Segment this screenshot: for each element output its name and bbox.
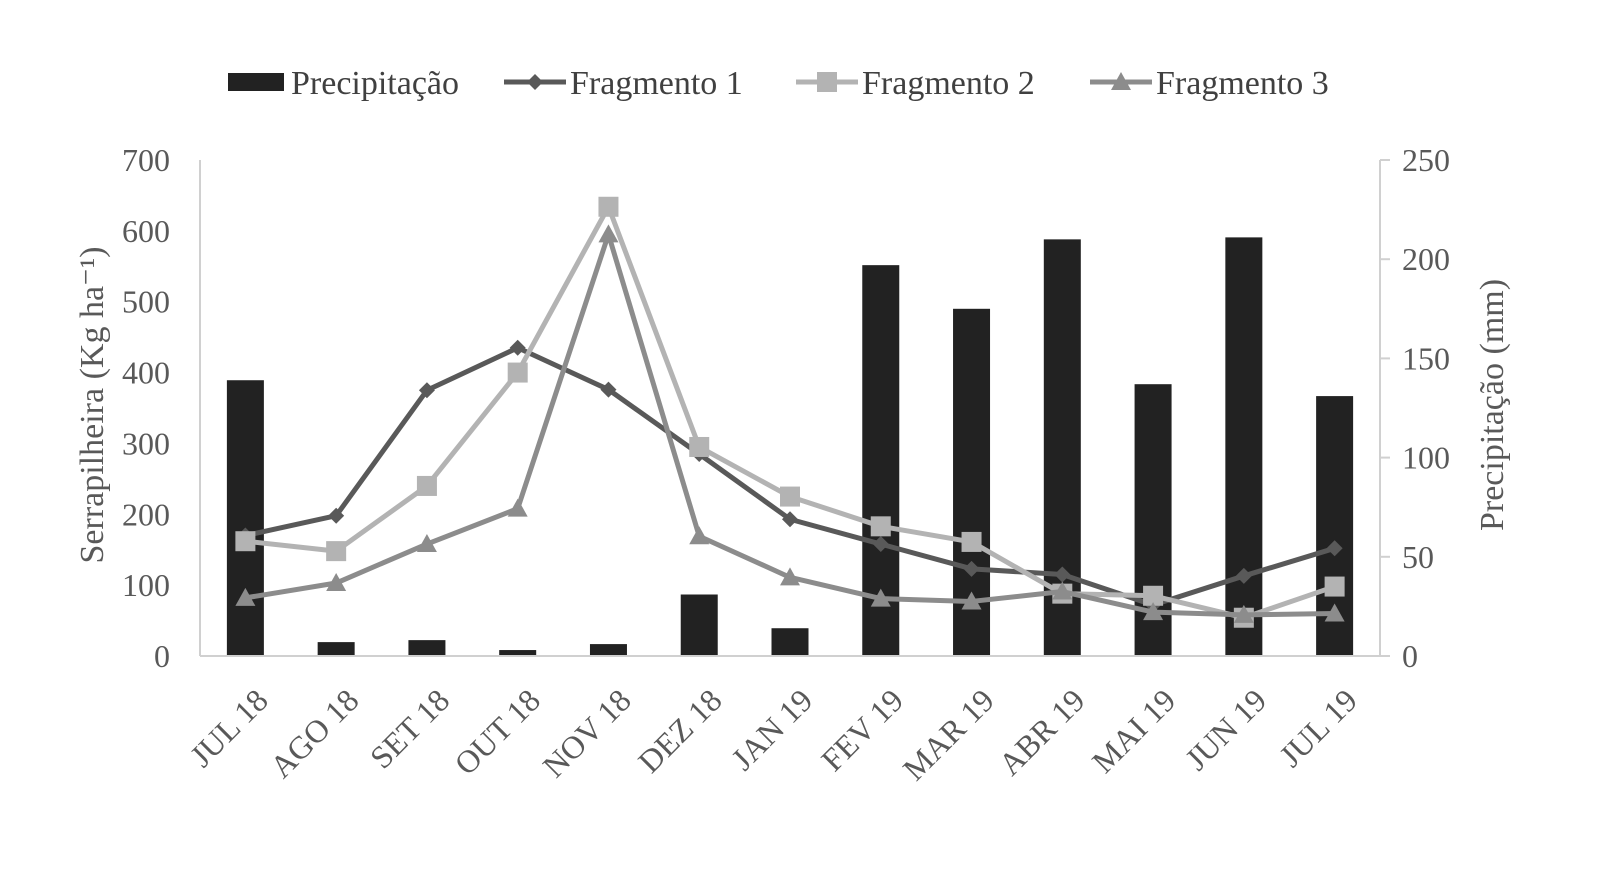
x-tick-label: MAI 19 bbox=[1085, 682, 1183, 780]
series-fragmento-2 bbox=[235, 196, 1345, 628]
bar-nov-18 bbox=[589, 644, 627, 656]
left-tick-label: 600 bbox=[122, 213, 170, 249]
diamond-marker bbox=[509, 339, 526, 356]
x-tick-label: JUN 19 bbox=[1178, 682, 1273, 777]
bar-ago-18 bbox=[317, 642, 355, 656]
triangle-marker bbox=[1324, 603, 1345, 622]
x-tick-label: JUL 18 bbox=[183, 682, 275, 774]
x-tick-label: JUL 19 bbox=[1272, 682, 1364, 774]
legend-label: Fragmento 1 bbox=[570, 65, 743, 102]
diamond-marker bbox=[600, 381, 617, 398]
legend-swatch-bar bbox=[228, 73, 284, 91]
left-axis-label: Serrapilheira (Kg ha⁻¹) bbox=[74, 246, 111, 563]
legend-item-fragmento-2: Fragmento 2 bbox=[796, 65, 1035, 102]
left-tick-label: 700 bbox=[122, 142, 170, 178]
x-tick-label: JAN 19 bbox=[724, 682, 819, 777]
triangle-marker bbox=[326, 573, 347, 592]
bar-jan-19 bbox=[771, 628, 809, 656]
left-tick-label: 0 bbox=[154, 638, 170, 674]
diamond-marker bbox=[963, 560, 980, 577]
diamond-marker bbox=[1235, 567, 1252, 584]
triangle-marker bbox=[507, 498, 528, 517]
series-lines bbox=[235, 196, 1345, 628]
bar-jul-18 bbox=[226, 380, 264, 656]
triangle-marker bbox=[870, 588, 891, 607]
diamond-marker bbox=[328, 507, 345, 524]
diamond-marker bbox=[1054, 566, 1071, 583]
axes bbox=[199, 159, 1390, 657]
square-marker bbox=[235, 531, 256, 552]
bar-out-18 bbox=[499, 650, 537, 656]
bar-dez-18 bbox=[680, 594, 718, 656]
diamond-marker bbox=[527, 74, 543, 90]
bar-jun-19 bbox=[1225, 237, 1263, 656]
square-marker bbox=[817, 72, 837, 92]
x-tick-label: NOV 18 bbox=[535, 682, 637, 784]
legend-label: Fragmento 3 bbox=[1156, 65, 1329, 102]
square-marker bbox=[780, 486, 800, 507]
diamond-marker bbox=[782, 511, 798, 528]
x-tick-label: AGO 18 bbox=[263, 682, 366, 785]
x-tick-label: DEZ 18 bbox=[631, 682, 729, 780]
left-tick-label: 300 bbox=[122, 425, 170, 461]
x-tick-label: OUT 18 bbox=[447, 682, 547, 782]
legend: Precipitação Fragmento 1 Fragmento 2 Fragme… bbox=[228, 65, 1329, 102]
bar-set-18 bbox=[408, 640, 446, 656]
square-marker bbox=[961, 531, 982, 552]
square-marker bbox=[598, 196, 619, 217]
left-tick-label: 400 bbox=[122, 355, 170, 391]
left-tick-label: 100 bbox=[122, 567, 170, 603]
legend-item-fragmento-3: Fragmento 3 bbox=[1090, 65, 1329, 102]
x-tick-label: ABR 19 bbox=[991, 682, 1091, 782]
triangle-marker bbox=[961, 591, 982, 610]
series-fragmento-3 bbox=[235, 224, 1345, 623]
square-marker bbox=[1324, 576, 1345, 597]
left-tick-label: 500 bbox=[122, 284, 170, 320]
square-marker bbox=[326, 541, 347, 562]
right-axis-label: Precipitação (mm) bbox=[1474, 279, 1511, 531]
legend-label: Precipitação bbox=[291, 65, 459, 102]
legend-label: Fragmento 2 bbox=[862, 65, 1035, 102]
triangle-marker bbox=[416, 534, 437, 553]
right-tick-label: 50 bbox=[1402, 539, 1434, 575]
diamond-marker bbox=[1326, 540, 1343, 557]
diamond-marker bbox=[418, 382, 435, 399]
triangle-marker bbox=[235, 587, 256, 606]
triangle-marker bbox=[780, 567, 800, 586]
square-marker bbox=[689, 436, 710, 457]
triangle-marker bbox=[1052, 581, 1073, 600]
square-marker bbox=[507, 362, 528, 383]
square-marker bbox=[870, 516, 891, 537]
x-tick-label: FEV 19 bbox=[814, 682, 910, 778]
left-tick-label: 200 bbox=[122, 496, 170, 532]
right-tick-label: 100 bbox=[1402, 440, 1450, 476]
square-marker bbox=[416, 475, 437, 496]
left-axis-ticks: 0 100 200 300 400 500 600 700 bbox=[122, 142, 170, 674]
right-tick-label: 0 bbox=[1402, 638, 1418, 674]
triangle-marker bbox=[689, 526, 710, 545]
legend-item-precipitacao: Precipitação bbox=[228, 65, 459, 102]
triangle-marker bbox=[1111, 72, 1131, 90]
triangle-marker bbox=[598, 224, 619, 243]
square-marker bbox=[1143, 585, 1164, 606]
x-tick-label: MAR 19 bbox=[896, 682, 1001, 787]
right-tick-label: 200 bbox=[1402, 241, 1450, 277]
right-axis-ticks: 0 50 100 150 200 250 bbox=[1402, 142, 1450, 674]
legend-item-fragmento-1: Fragmento 1 bbox=[504, 65, 743, 102]
x-tick-label: SET 18 bbox=[363, 682, 457, 776]
triangle-marker bbox=[1143, 602, 1164, 621]
right-tick-label: 150 bbox=[1402, 340, 1450, 376]
right-tick-label: 250 bbox=[1402, 142, 1450, 178]
triangle-marker bbox=[1233, 604, 1254, 623]
diamond-marker bbox=[872, 536, 889, 553]
